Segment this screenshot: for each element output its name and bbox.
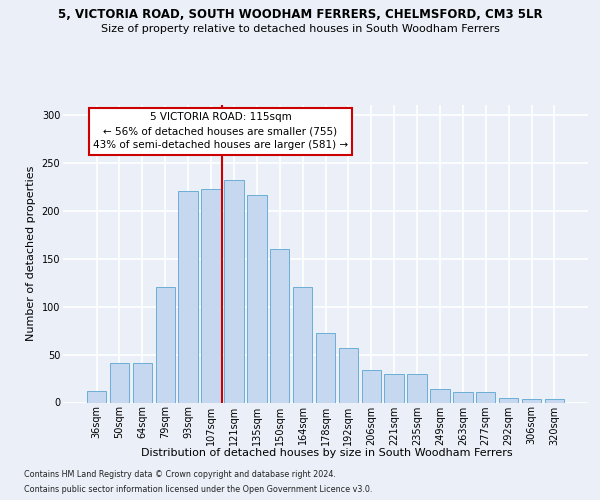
Bar [522, 398, 541, 402]
Text: Distribution of detached houses by size in South Woodham Ferrers: Distribution of detached houses by size … [141, 448, 513, 458]
Bar [499, 398, 518, 402]
Bar [110, 363, 129, 403]
Bar [224, 180, 244, 402]
Text: Size of property relative to detached houses in South Woodham Ferrers: Size of property relative to detached ho… [101, 24, 499, 34]
Bar [133, 363, 152, 403]
Bar [178, 192, 198, 402]
Bar [87, 391, 106, 402]
Bar [316, 334, 335, 402]
Text: Contains HM Land Registry data © Crown copyright and database right 2024.: Contains HM Land Registry data © Crown c… [24, 470, 336, 479]
Bar [202, 190, 221, 402]
Bar [293, 288, 313, 403]
Bar [545, 398, 564, 402]
Bar [155, 288, 175, 403]
Bar [338, 348, 358, 403]
Bar [430, 389, 449, 402]
Bar [270, 249, 289, 402]
Text: Contains public sector information licensed under the Open Government Licence v3: Contains public sector information licen… [24, 485, 373, 494]
Bar [362, 370, 381, 402]
Text: 5, VICTORIA ROAD, SOUTH WOODHAM FERRERS, CHELMSFORD, CM3 5LR: 5, VICTORIA ROAD, SOUTH WOODHAM FERRERS,… [58, 8, 542, 20]
Text: 5 VICTORIA ROAD: 115sqm
← 56% of detached houses are smaller (755)
43% of semi-d: 5 VICTORIA ROAD: 115sqm ← 56% of detache… [93, 112, 348, 150]
Bar [476, 392, 496, 402]
Bar [385, 374, 404, 402]
Bar [407, 374, 427, 402]
Y-axis label: Number of detached properties: Number of detached properties [26, 166, 36, 342]
Bar [453, 392, 473, 402]
Bar [247, 195, 266, 402]
